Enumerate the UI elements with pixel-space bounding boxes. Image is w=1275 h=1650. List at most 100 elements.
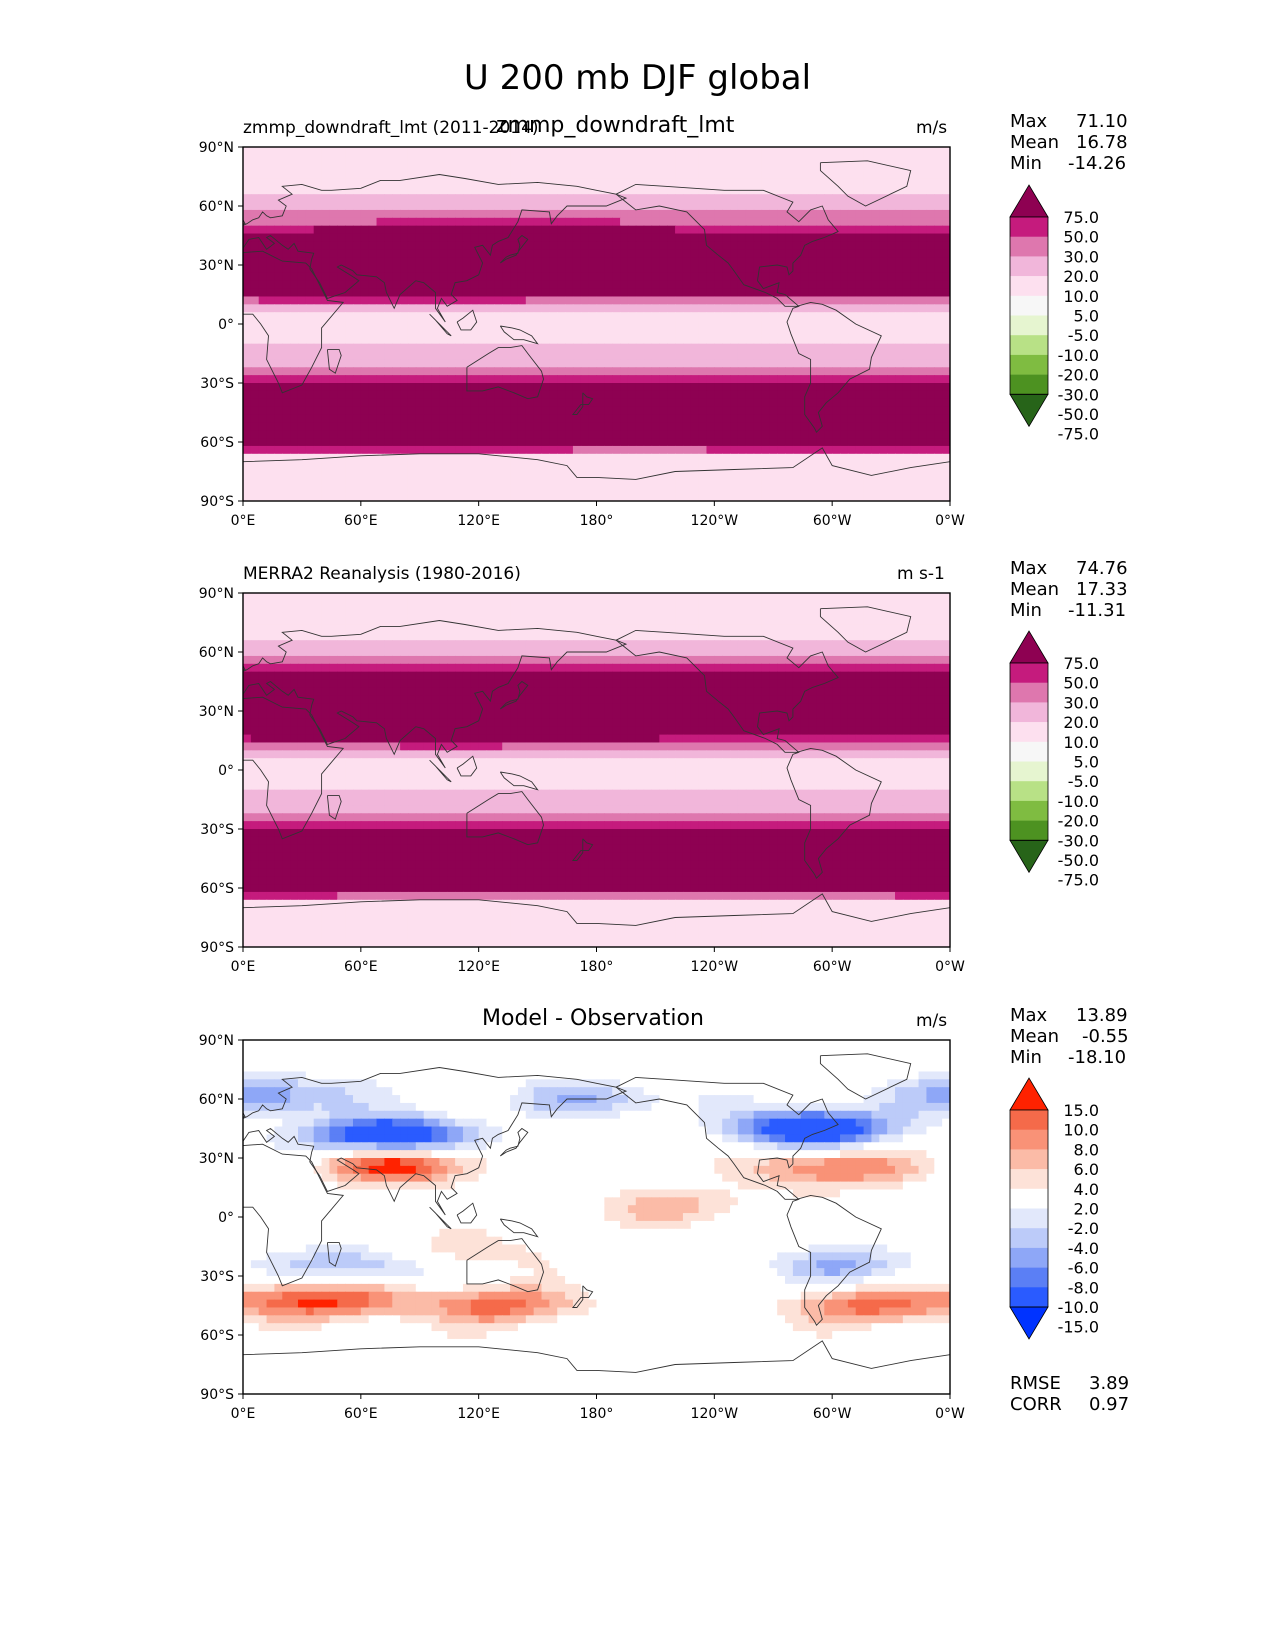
field-cell (572, 320, 582, 329)
field-cell (541, 390, 550, 400)
field-cell (565, 469, 574, 478)
field-cell (675, 390, 684, 400)
field-cell (800, 648, 810, 657)
field-cell (557, 445, 566, 455)
field-cell (266, 320, 276, 329)
field-cell (510, 233, 519, 242)
field-cell (407, 178, 417, 187)
field-cell (863, 632, 873, 641)
field-cell (863, 162, 873, 172)
field-cell (792, 608, 802, 618)
field-cell (470, 170, 480, 180)
field-cell (879, 445, 888, 455)
field-cell (305, 398, 315, 408)
field-cell (525, 430, 535, 439)
field-cell (313, 608, 323, 618)
field-cell (847, 327, 857, 337)
field-cell (282, 327, 291, 337)
field-cell (557, 194, 566, 203)
field-cell (596, 461, 605, 471)
field-cell (855, 461, 865, 471)
field-cell (690, 186, 700, 195)
field-cell (926, 186, 935, 195)
field-cell (863, 453, 873, 463)
field-cell (722, 461, 731, 471)
field-cell (918, 477, 928, 486)
field-cell (745, 469, 755, 478)
field-cell (580, 304, 590, 313)
field-cell (517, 406, 527, 416)
field-cell (706, 422, 715, 431)
field-cell (274, 194, 283, 203)
field-cell (651, 655, 660, 665)
field-cell (824, 194, 833, 203)
field-cell (392, 154, 401, 164)
field-cell (730, 194, 739, 203)
field-cell (588, 359, 598, 368)
field-cell (533, 655, 543, 665)
field-cell (714, 170, 723, 180)
field-cell (274, 147, 283, 156)
field-cell (313, 477, 323, 486)
field-cell (494, 265, 503, 274)
field-cell (863, 178, 873, 187)
field-cell (643, 593, 653, 602)
field-cell (682, 655, 692, 665)
field-cell (706, 383, 715, 392)
field-cell (714, 327, 723, 337)
field-cell (847, 461, 857, 471)
field-cell (329, 241, 338, 250)
field-cell (470, 648, 480, 657)
field-cell (392, 624, 401, 633)
field-cell (266, 351, 276, 360)
field-cell (604, 194, 613, 203)
field-cell (297, 438, 307, 447)
field-cell (565, 640, 574, 649)
field-cell (392, 327, 401, 337)
field-cell (352, 453, 362, 463)
field-cell (737, 600, 747, 610)
field-cell (250, 217, 260, 227)
field-cell (439, 194, 448, 203)
field-cell (368, 438, 378, 447)
field-cell (447, 343, 456, 353)
field-cell (855, 593, 865, 602)
field-cell (533, 375, 543, 384)
field-cell (243, 469, 252, 478)
field-cell (290, 600, 299, 610)
field-cell (832, 430, 841, 439)
field-cell (840, 272, 849, 282)
field-cell (832, 414, 841, 423)
field-cell (588, 383, 598, 392)
field-cell (407, 288, 417, 298)
field-cell (769, 186, 778, 195)
field-cell (313, 272, 323, 282)
field-cell (258, 485, 268, 494)
field-cell (352, 351, 362, 360)
field-cell (525, 477, 535, 486)
field-cell (667, 351, 676, 360)
field-cell (321, 304, 331, 313)
field-cell (494, 375, 503, 384)
field-cell (376, 438, 385, 447)
field-cell (494, 304, 503, 313)
field-cell (258, 383, 268, 392)
field-cell (698, 414, 708, 423)
field-cell (792, 398, 802, 408)
field-cell (580, 233, 590, 242)
field-cell (502, 640, 511, 649)
field-cell (541, 194, 550, 203)
field-cell (635, 265, 645, 274)
field-cell (910, 162, 920, 172)
field-cell (360, 375, 370, 384)
field-cell (478, 616, 488, 626)
field-cell (337, 422, 346, 431)
field-cell (753, 438, 763, 447)
field-cell (635, 375, 645, 384)
field-cell (942, 249, 950, 258)
field-cell (478, 608, 488, 618)
field-cell (612, 359, 621, 368)
field-cell (659, 477, 668, 486)
field-cell (745, 154, 755, 164)
field-cell (596, 335, 605, 345)
